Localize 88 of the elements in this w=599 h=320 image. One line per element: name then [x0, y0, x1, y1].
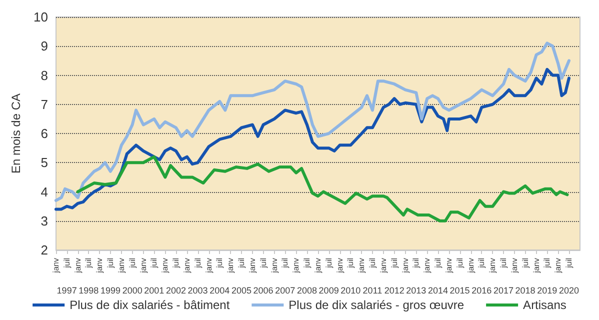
x-tick-label: janv [510, 258, 519, 274]
x-tick-label: janv [466, 258, 476, 274]
x-tick-label: juil [193, 258, 202, 269]
x-tick-label: janv [400, 258, 410, 274]
line-series [76, 155, 569, 222]
x2-tick-label: 2013 [406, 286, 426, 296]
x-tick-label: janv [138, 258, 148, 274]
x2-tick-label: 2000 [122, 286, 142, 296]
x-tick-label: janv [182, 258, 192, 274]
x2-tick-label: 2017 [493, 286, 514, 296]
legend-label: Plus de dix salariés - bâtiment [70, 298, 230, 312]
line-series [54, 68, 570, 211]
x-tick-label: janv [204, 258, 214, 274]
x-tick-label: janv [73, 258, 82, 274]
y-tick-label: 3 [40, 213, 48, 228]
x-tick-label: juil [455, 258, 464, 269]
y-tick-label: 2 [40, 242, 48, 258]
x-tick-label: juil [346, 258, 356, 269]
y-tick-label: 8 [40, 68, 48, 83]
x-tick-label: janv [314, 258, 322, 274]
x2-tick-label: 2009 [318, 286, 339, 296]
x2-tick-label: 1998 [78, 286, 99, 296]
x-tick-label: janv [160, 258, 170, 274]
x-tick-label: janv [532, 258, 541, 274]
y-tick-label: 4 [40, 184, 48, 200]
x2-tick-label: 2007 [275, 286, 296, 296]
x-tick-label: janv [248, 258, 257, 274]
x2-tick-label: 2010 [340, 286, 361, 296]
x-tick-label: juil [128, 258, 137, 269]
y-tick-label: 10 [34, 10, 48, 24]
x-tick-label: janv [554, 258, 563, 274]
x-tick-label: janv [378, 258, 388, 274]
x-tick-label: janv [357, 258, 366, 274]
x-tick-label: juil [150, 258, 159, 269]
x-tick-label: juil [390, 258, 399, 269]
x-tick-label: janv [292, 258, 301, 274]
x2-tick-label: 1997 [56, 286, 77, 296]
x-tick-label: juil [171, 258, 180, 269]
x2-tick-label: 2001 [144, 286, 164, 296]
x-tick-label: juil [215, 258, 224, 269]
x-tick-label: janv [422, 258, 432, 274]
x2-tick-label: 2008 [296, 286, 318, 296]
line-series [54, 42, 570, 202]
x2-tick-label: 2012 [384, 286, 404, 296]
x2-tick-label: 2019 [537, 286, 558, 296]
x-tick-label: juil [106, 258, 115, 269]
x-tick-label: juil [62, 258, 72, 269]
y-axis-title: En mois de CA [9, 93, 23, 174]
x-tick-label: juil [564, 258, 574, 269]
x-tick-label: janv [444, 258, 454, 274]
y-tick-label: 5 [40, 155, 48, 170]
x2-tick-label: 1999 [100, 286, 120, 296]
y-tick-label: 9 [40, 38, 48, 54]
x2-tick-label: 2014 [428, 286, 448, 296]
x-tick-label: juil [280, 258, 290, 269]
x2-tick-label: 2002 [166, 286, 186, 296]
x-tick-label: janv [335, 258, 344, 274]
x-tick-label: juil [412, 258, 421, 269]
x-tick-label: juil [520, 258, 530, 269]
x2-tick-label: 2003 [188, 286, 208, 296]
x-tick-label: juil [542, 258, 552, 269]
x-tick-label: juil [498, 258, 508, 269]
x-tick-label: janv [52, 258, 60, 274]
x-tick-label: janv [270, 258, 279, 274]
x-tick-label: juil [236, 258, 246, 269]
x-tick-label: juil [433, 258, 442, 269]
legend-label: Plus de dix salariés - gros œuvre [288, 298, 464, 312]
x-tick-label: janv [226, 258, 236, 274]
x-tick-label: juil [368, 258, 377, 269]
legend-label: Artisans [523, 298, 566, 312]
x2-tick-label: 2015 [450, 286, 470, 296]
x2-tick-label: 2016 [472, 286, 492, 296]
x-tick-label: janv [488, 258, 498, 274]
y-tick-label: 6 [40, 126, 48, 141]
x-tick-label: juil [258, 258, 268, 269]
x2-tick-label: 2011 [362, 286, 382, 296]
x-tick-label: janv [116, 258, 126, 274]
x-tick-label: juil [84, 258, 94, 269]
x-tick-label: janv [95, 258, 104, 274]
x-tick-label: juil [324, 258, 334, 269]
x2-tick-label: 2006 [253, 286, 274, 296]
x2-tick-label: 2005 [231, 286, 252, 296]
x-tick-label: juil [477, 258, 486, 269]
x2-tick-label: 2020 [558, 286, 580, 296]
x-tick-label: juil [302, 258, 312, 269]
x2-tick-label: 2018 [515, 286, 536, 296]
y-tick-label: 7 [40, 96, 48, 112]
x2-tick-label: 2004 [210, 286, 230, 296]
